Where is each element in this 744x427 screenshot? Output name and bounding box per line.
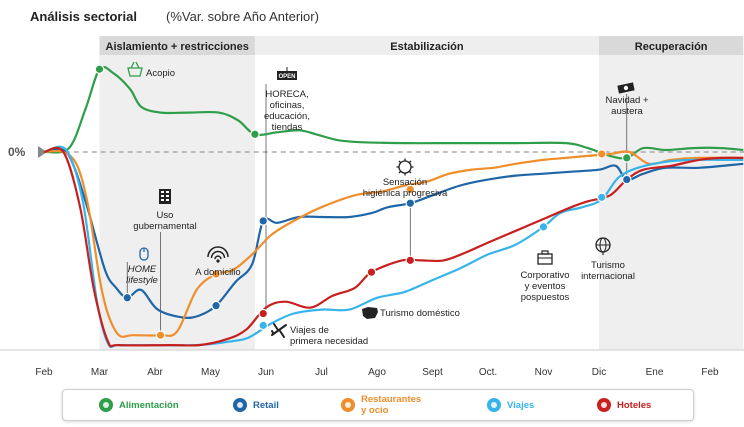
x-tick-label: Oct.: [479, 367, 497, 378]
data-point-marker: [122, 292, 133, 303]
x-tick-label: Feb: [35, 367, 53, 378]
annotation-sensacion: Sensación: [383, 177, 427, 188]
legend-label-restaurantes-line2: y ocio: [361, 405, 389, 416]
data-point-marker: [366, 267, 377, 277]
x-tick-label: Nov: [535, 367, 553, 378]
money-icon: [617, 82, 635, 94]
x-tick-label: Ago: [368, 367, 386, 378]
data-point-marker: [621, 174, 632, 185]
annotation-navidad: austera: [611, 106, 643, 117]
phase-label-aislamiento-restricciones: Aislamiento + restricciones: [106, 41, 249, 53]
legend-item-retail: Retail: [233, 390, 279, 420]
annotation-uso: Uso: [157, 210, 174, 221]
data-point-marker: [211, 300, 221, 311]
chart-legend: Alimentación Retail Restaurantes y ocio …: [62, 389, 694, 421]
phase-header-estabilizaci-n: [254, 36, 599, 55]
annotation-horeca: tiendas: [272, 122, 303, 133]
annotation-uso: gubernamental: [133, 221, 196, 232]
legend-item-restaurantes: Restaurantes y ocio: [341, 390, 421, 420]
annotation-sensacion: higiénica progresiva: [363, 188, 448, 199]
annotation-viajes-nec: primera necesidad: [290, 336, 368, 347]
legend-label-viajes: Viajes: [507, 399, 535, 411]
annotation-horeca: educación,: [264, 111, 310, 122]
x-tick-label: Ene: [646, 367, 664, 378]
open-sign-text: OPEN: [278, 74, 295, 80]
legend-label-hoteles: Hoteles: [617, 399, 652, 411]
annotation-turismo-dom: Turismo doméstico: [380, 308, 460, 319]
data-point-marker: [596, 192, 607, 203]
data-point-marker: [211, 269, 221, 279]
open-sign-icon: OPEN: [277, 67, 297, 80]
annotation-home: lifestyle: [126, 275, 158, 286]
data-point-marker: [258, 320, 269, 331]
data-point-marker: [621, 153, 632, 163]
virus-icon: [396, 158, 414, 176]
phase-header-aislamiento-restricciones: [99, 36, 255, 55]
x-tick-label: Jul: [315, 367, 328, 378]
annotation-home: HOME: [128, 264, 157, 275]
data-point-marker: [405, 255, 416, 266]
phase-label-estabilizaci-n: Estabilización: [390, 41, 464, 53]
annotation-domicilio: A domicilio: [195, 267, 240, 278]
briefcase-icon: [537, 250, 553, 265]
building-icon: [159, 189, 171, 204]
zero-label: 0%: [8, 145, 26, 159]
mouse-icon: [139, 247, 149, 261]
phase-label-recuperaci-n: Recuperación: [635, 41, 708, 53]
x-tick-label: May: [201, 367, 220, 378]
x-tick-label: Feb: [701, 367, 719, 378]
cutlery-icon: [341, 398, 355, 412]
data-point-marker: [94, 64, 105, 75]
data-point-marker: [405, 184, 416, 195]
x-tick-label: Abr: [147, 367, 163, 378]
legend-item-hoteles: Hoteles: [597, 390, 651, 420]
data-point-marker: [538, 222, 549, 232]
legend-label-retail: Retail: [253, 399, 279, 411]
annotation-turismo-int: Turismo: [591, 260, 625, 271]
zero-arrow-icon: [38, 146, 47, 158]
annotation-corporativo: pospuestos: [521, 292, 570, 303]
x-tick-label: Mar: [91, 367, 109, 378]
basket-icon: [127, 61, 143, 77]
annotation-viajes-nec: Viajes de: [290, 325, 329, 336]
annotation-horeca: oficinas,: [270, 100, 305, 111]
annotation-corporativo: y eventos: [525, 281, 566, 292]
data-point-marker: [596, 149, 607, 159]
annotation-acopio: Acopio: [146, 68, 175, 79]
chart-title: Análisis sectorial: [30, 9, 137, 24]
wifi-icon: [207, 246, 229, 263]
x-tick-label: Dic: [592, 367, 606, 378]
chart-subtitle: (%Var. sobre Año Anterior): [166, 9, 319, 24]
legend-label-alimentacion: Alimentación: [119, 399, 179, 411]
annotation-corporativo: Corporativo: [520, 270, 569, 281]
legend-label-restaurantes: Restaurantes y ocio: [361, 394, 421, 416]
phase-header-recuperaci-n: [599, 36, 744, 55]
x-tick-label: Sept: [422, 367, 443, 378]
data-point-marker: [258, 308, 269, 319]
phase-band-recuperaci-n: [599, 55, 744, 350]
series-line-alimentacion: [43, 65, 744, 160]
data-point-marker: [405, 198, 416, 209]
annotation-horeca: HORECA,: [265, 89, 308, 100]
legend-item-viajes: Viajes: [487, 390, 534, 420]
plane-icon: [271, 323, 287, 338]
apple-icon: [99, 398, 113, 412]
data-point-marker: [155, 330, 166, 341]
plane-icon: [487, 398, 501, 412]
phase-band-aislamiento-restricciones: [99, 55, 255, 350]
globe-icon: [595, 237, 611, 255]
hotel-icon: [597, 398, 611, 412]
annotation-navidad: Navidad +: [605, 95, 648, 106]
legend-item-alimentacion: Alimentación: [99, 390, 179, 420]
annotation-turismo-int: internacional: [581, 271, 635, 282]
cart-icon: [233, 398, 247, 412]
data-point-marker: [250, 129, 260, 140]
data-point-marker: [258, 216, 269, 226]
legend-label-restaurantes-line1: Restaurantes: [361, 394, 422, 405]
spain-map-icon: [362, 307, 378, 319]
x-tick-label: Jun: [258, 367, 274, 378]
